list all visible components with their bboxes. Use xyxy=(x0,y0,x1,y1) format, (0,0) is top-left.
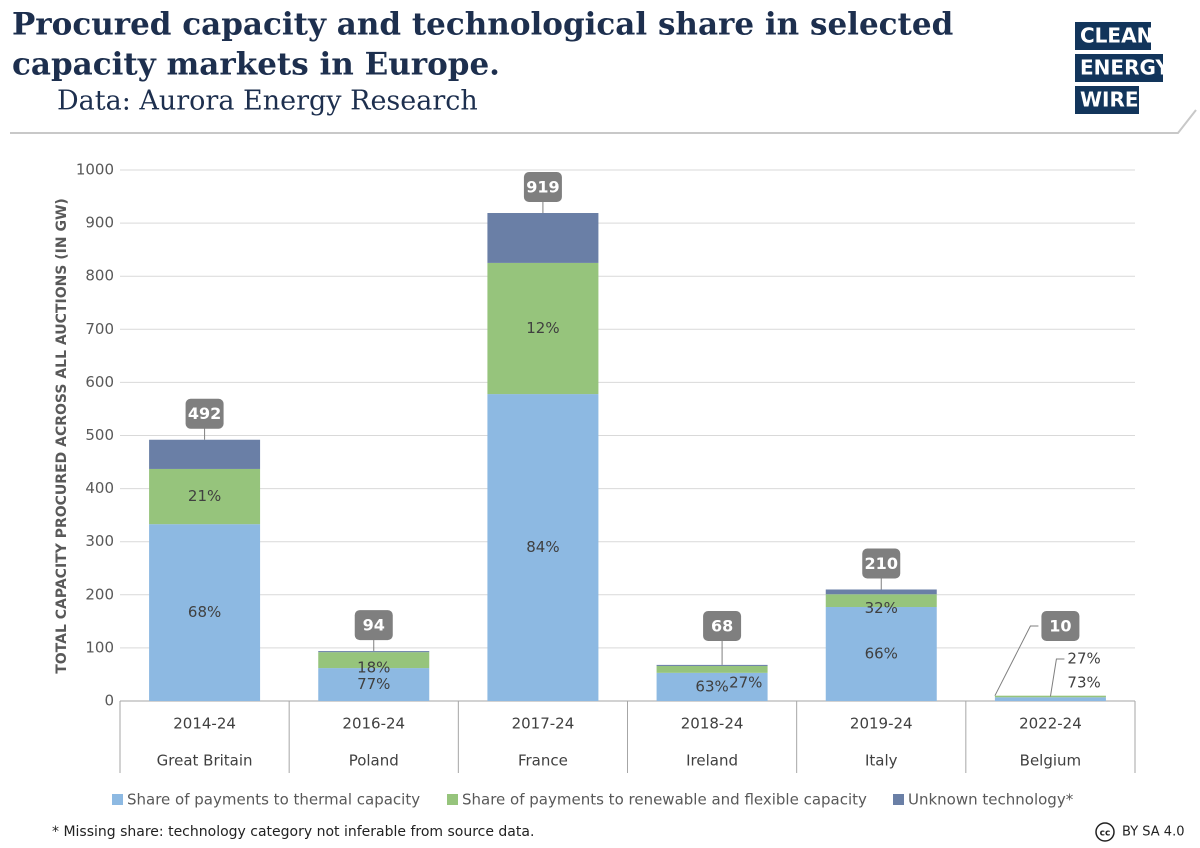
share-label: 32% xyxy=(865,599,898,617)
logo-box xyxy=(1075,22,1151,50)
subtitle: Data: Aurora Energy Research xyxy=(57,86,478,117)
x-tick-label: 2017-24 xyxy=(512,715,575,733)
legend-label: Share of payments to thermal capacity xyxy=(127,791,420,809)
group-label: Belgium xyxy=(1020,752,1082,770)
legend-swatch xyxy=(447,794,458,805)
bar-segment xyxy=(149,439,261,469)
license: BY SA 4.0 xyxy=(1122,825,1184,840)
y-tick-label: 1000 xyxy=(76,161,114,179)
total-bubble xyxy=(523,172,562,203)
y-tick-label: 900 xyxy=(85,214,114,232)
share-label: 77% xyxy=(357,675,390,693)
bar-segment xyxy=(994,697,1106,701)
total-label: 919 xyxy=(526,178,559,197)
cc-icon-text: cc xyxy=(1100,829,1111,839)
bar-segment xyxy=(656,664,768,666)
total-label: 492 xyxy=(188,404,221,423)
legend-label: Unknown technology* xyxy=(908,791,1074,809)
share-label: 84% xyxy=(526,538,559,556)
x-tick-label: 2014-24 xyxy=(173,715,236,733)
y-tick-label: 100 xyxy=(85,638,114,656)
x-tick-label: 2019-24 xyxy=(850,715,913,733)
bar-segment xyxy=(656,665,768,673)
y-tick-label: 300 xyxy=(85,532,114,550)
y-tick-label: 0 xyxy=(104,692,114,710)
title: Procured capacity and technological shar… xyxy=(12,7,953,43)
total-bubble xyxy=(354,610,393,641)
x-tick-label: 2018-24 xyxy=(681,715,744,733)
logo-text: CLEAN xyxy=(1080,24,1153,48)
total-bubble xyxy=(185,398,224,429)
bar-segment xyxy=(487,213,599,263)
legend-swatch xyxy=(112,794,123,805)
y-tick-label: 500 xyxy=(85,426,114,444)
total-bubble xyxy=(1041,611,1080,641)
footnote: * Missing share: technology category not… xyxy=(52,824,534,840)
total-label: 10 xyxy=(1049,617,1071,636)
logo: CLEAN ENERGY WIRE xyxy=(1075,22,1170,114)
bar-segment xyxy=(318,651,430,653)
total-bubble xyxy=(703,611,742,641)
bar-segment xyxy=(487,262,599,395)
y-tick-label: 700 xyxy=(85,320,114,338)
group-label: Italy xyxy=(865,752,898,770)
total-label: 68 xyxy=(711,617,733,636)
leader-line xyxy=(994,625,1039,696)
share-label: 63% xyxy=(695,677,728,695)
total-bubble xyxy=(862,548,901,579)
group-label: Poland xyxy=(349,752,399,770)
group-label: Ireland xyxy=(686,752,738,770)
bar-segment xyxy=(825,607,937,701)
logo-text: WIRE xyxy=(1080,88,1139,112)
bar-segment xyxy=(318,652,430,669)
group-label: France xyxy=(518,752,568,770)
x-tick-label: 2016-24 xyxy=(342,715,405,733)
share-label: 21% xyxy=(188,487,221,505)
y-tick-label: 200 xyxy=(85,585,114,603)
title: capacity markets in Europe. xyxy=(12,47,500,83)
share-label: 27% xyxy=(729,674,762,692)
logo-box xyxy=(1075,54,1163,82)
x-tick-label: 2022-24 xyxy=(1019,715,1082,733)
bar-segment xyxy=(487,394,599,701)
bar-segment xyxy=(825,589,937,595)
share-label: 73% xyxy=(1067,674,1100,692)
leader-line xyxy=(1049,658,1065,697)
logo-box xyxy=(1075,86,1139,114)
bar-segment xyxy=(318,668,430,701)
bar-segment xyxy=(149,524,261,701)
y-tick-label: 800 xyxy=(85,267,114,285)
group-label: Great Britain xyxy=(157,752,253,770)
share-label: 12% xyxy=(526,319,559,337)
share-label: 27% xyxy=(1067,650,1100,668)
legend-swatch xyxy=(893,794,904,805)
cc-icon xyxy=(1095,822,1115,842)
y-tick-label: 600 xyxy=(85,373,114,391)
total-label: 94 xyxy=(363,616,385,635)
header-rule xyxy=(10,109,1197,134)
total-label: 210 xyxy=(865,554,898,573)
share-label: 66% xyxy=(865,645,898,663)
share-label: 18% xyxy=(357,659,390,677)
legend-label: Share of payments to renewable and flexi… xyxy=(462,791,867,809)
share-label: 68% xyxy=(188,603,221,621)
bar-segment xyxy=(656,672,768,701)
bar-segment xyxy=(825,594,937,608)
y-tick-label: 400 xyxy=(85,479,114,497)
bar-segment xyxy=(149,468,261,525)
y-axis-label: TOTAL CAPACITY PROCURED ACROSS ALL AUCTI… xyxy=(54,198,70,674)
logo-text: ENERGY xyxy=(1080,56,1170,80)
